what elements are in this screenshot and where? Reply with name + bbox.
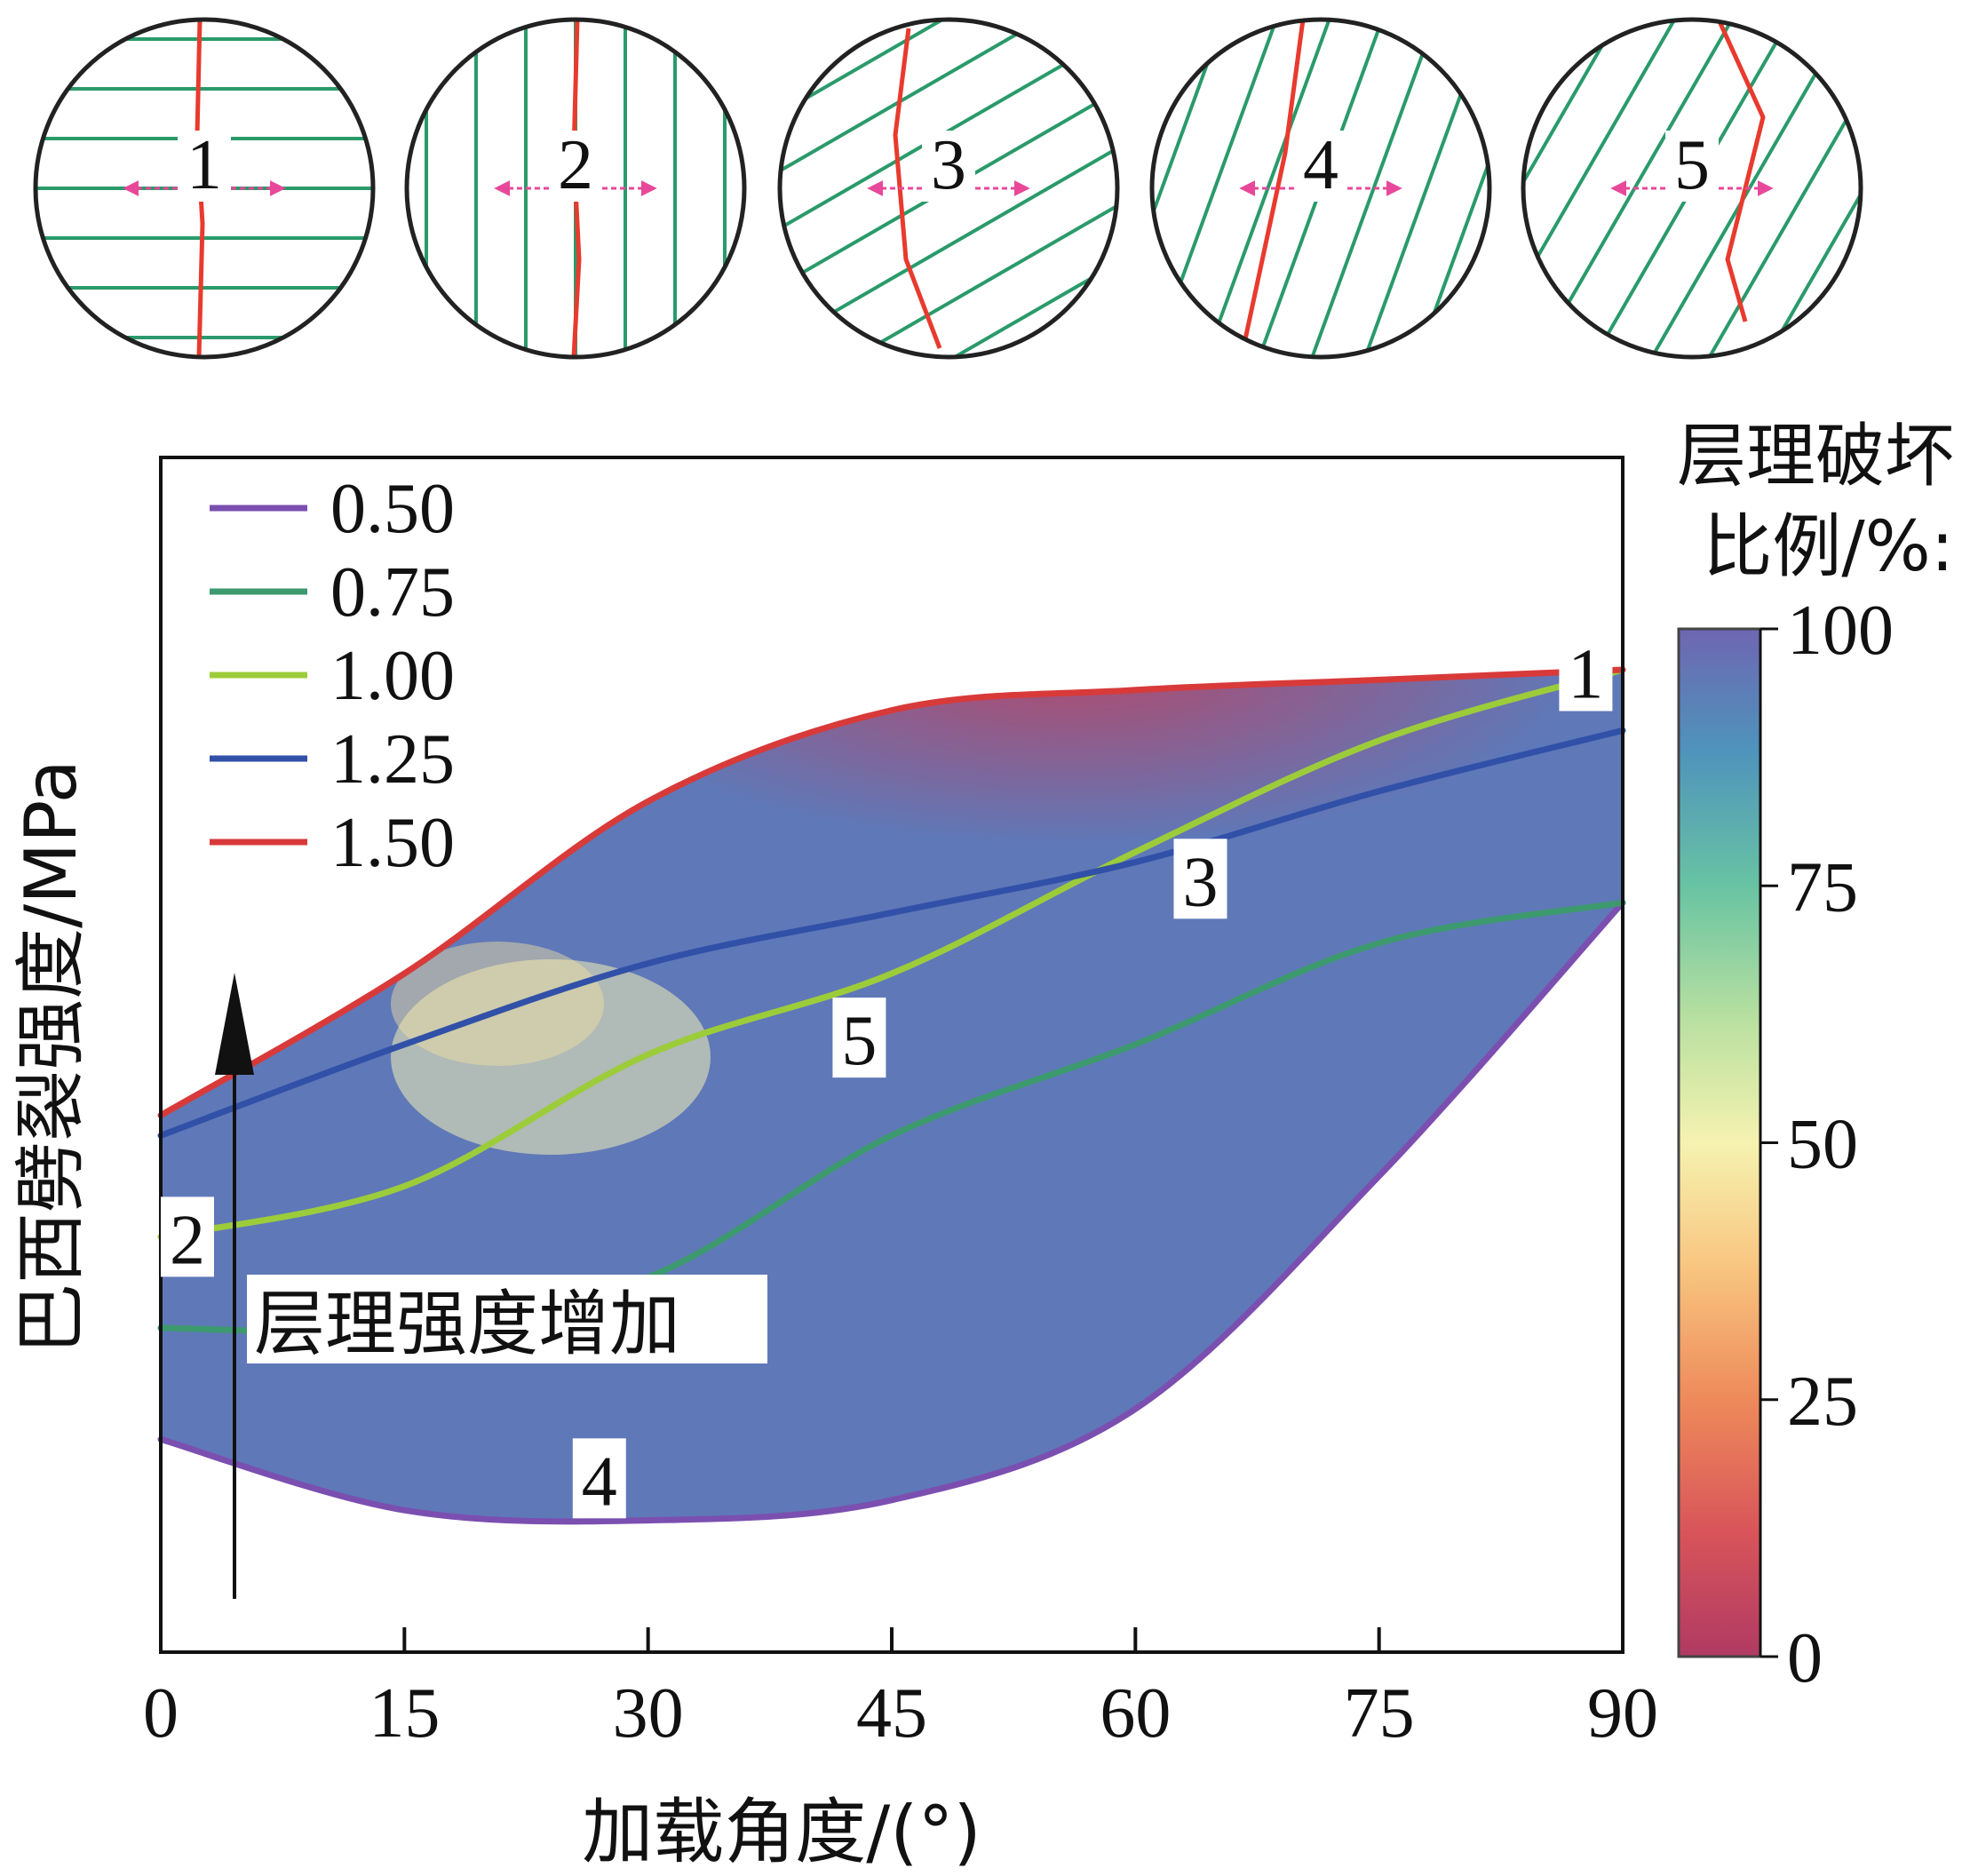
mode-label-bg-3: [1173, 839, 1227, 919]
arrow-text-bg: [247, 1275, 767, 1363]
colorbar: 层理破坏 比例/%: 0 25 50 75 100: [1677, 417, 1954, 1697]
series-line-1-25: [157, 727, 1626, 1139]
legend-label-1-25: 1.25: [330, 720, 455, 799]
colorbar-tick-label-0: 0: [1787, 1619, 1823, 1697]
legend-label-0-50: 0.50: [330, 470, 455, 548]
colorbar-ticks: 0 25 50 75 100: [1760, 592, 1894, 1697]
arrow-head: [215, 973, 254, 1075]
mode-label-3: 3: [1182, 843, 1218, 921]
x-tick-label-90: 90: [1587, 1674, 1658, 1753]
y-axis-title: 巴西劈裂强度/MPa: [10, 759, 92, 1355]
x-axis: 0 15 30 45 60 75 90: [143, 1627, 1658, 1753]
mode-labels: 1 2 3 4 5: [161, 631, 1613, 1521]
failure-mode-label-bg-5: [1665, 131, 1719, 202]
colorbar-tick-label-25: 25: [1787, 1363, 1858, 1441]
failure-mode-label-bg-1: [178, 131, 231, 202]
failure-mode-label-bg-3: [922, 131, 975, 202]
series-line-0-50: [157, 899, 1626, 1525]
mode-label-bg-4: [572, 1438, 626, 1519]
failure-mode-outline-1: [33, 17, 376, 360]
mode-label-1: 1: [1568, 636, 1603, 714]
colorbar-gradient: [1677, 627, 1762, 1658]
x-tick-label-60: 60: [1100, 1674, 1171, 1753]
failure-mode-3: 3: [777, 17, 1120, 360]
series-lines: [157, 666, 1626, 1525]
legend-label-1-50: 1.50: [330, 804, 455, 882]
x-tick-label-30: 30: [613, 1674, 684, 1753]
arrow-text: 层理强度增加: [254, 1283, 680, 1365]
failure-mode-label-1: 1: [187, 126, 222, 204]
series-line-1-00: [157, 666, 1626, 1240]
colorbar-title-line2: 比例/%:: [1703, 507, 1954, 587]
legend-label-1-00: 1.00: [330, 637, 455, 715]
failure-mode-row: 1 2 3 4 5: [33, 17, 1863, 360]
colorbar-title-line1: 层理破坏: [1677, 417, 1954, 497]
failure-mode-label-5: 5: [1674, 126, 1710, 204]
failure-mode-outline-5: [1521, 17, 1863, 360]
crack-3: [893, 28, 942, 349]
failure-mode-outline-2: [404, 17, 747, 360]
crack-4: [1243, 20, 1306, 340]
x-tick-label-15: 15: [369, 1674, 440, 1753]
failure-mode-label-2: 2: [558, 126, 593, 204]
colorbar-tick-label-100: 100: [1787, 592, 1894, 670]
colorbar-tick-label-50: 50: [1787, 1106, 1858, 1184]
crack-2: [571, 20, 582, 357]
mode-label-4: 4: [582, 1443, 617, 1521]
x-tick-label-75: 75: [1344, 1674, 1415, 1753]
failure-mode-outline-3: [777, 17, 1120, 360]
failure-mode-label-bg-2: [549, 131, 602, 202]
colorbar-tick-label-75: 75: [1787, 848, 1858, 926]
legend-label-0-75: 0.75: [330, 553, 455, 632]
plot-area: 0 15 30 45 60 75 90 0.500.751.001.251.50 层理强度增…: [143, 456, 1658, 1753]
failure-mode-2: 2: [404, 17, 747, 360]
x-tick-label-45: 45: [856, 1674, 927, 1753]
mode-label-bg-2: [161, 1196, 214, 1277]
mode-label-bg-1: [1559, 631, 1613, 711]
failure-mode-label-3: 3: [931, 126, 966, 204]
mode-label-5: 5: [841, 1002, 877, 1080]
x-axis-title: 加载角度/(°): [582, 1791, 981, 1873]
x-tick-label-0: 0: [143, 1674, 179, 1753]
mode-label-2: 2: [170, 1201, 205, 1279]
mode-label-bg-5: [832, 998, 886, 1078]
failure-mode-outline-4: [1149, 17, 1492, 360]
failure-mode-1: 1: [33, 17, 376, 360]
failure-mode-label-4: 4: [1303, 126, 1338, 204]
series-line-1-50: [157, 666, 1626, 1119]
failure-mode-label-bg-4: [1294, 131, 1347, 202]
legend: 0.500.751.001.251.50: [210, 470, 455, 882]
